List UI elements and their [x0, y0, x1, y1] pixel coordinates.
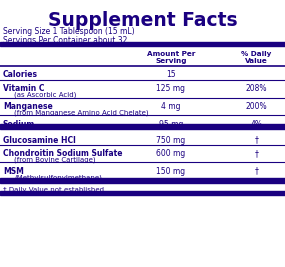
Text: 208%: 208%	[246, 84, 267, 93]
Text: (from Manganese Amino Acid Chelate): (from Manganese Amino Acid Chelate)	[14, 109, 149, 116]
Text: Glucosamine HCl: Glucosamine HCl	[3, 136, 76, 145]
Text: 95 mg: 95 mg	[159, 120, 183, 129]
Text: Chondroitin Sodium Sulfate: Chondroitin Sodium Sulfate	[3, 149, 122, 158]
Text: 600 mg: 600 mg	[156, 149, 186, 158]
Text: 15: 15	[166, 70, 176, 80]
Text: 150 mg: 150 mg	[156, 167, 186, 176]
Text: † Daily Value not established.: † Daily Value not established.	[3, 187, 106, 193]
Text: Calories: Calories	[3, 70, 38, 80]
Text: Vitamin C: Vitamin C	[3, 84, 44, 93]
Text: 4 mg: 4 mg	[161, 102, 181, 111]
Text: % Daily
Value: % Daily Value	[241, 51, 272, 64]
Text: †: †	[255, 136, 258, 145]
Text: 4%: 4%	[251, 120, 262, 129]
Text: 750 mg: 750 mg	[156, 136, 186, 145]
Text: 200%: 200%	[246, 102, 267, 111]
Text: (Methylsulfonylmethane): (Methylsulfonylmethane)	[14, 174, 102, 180]
Bar	[0, 191, 285, 195]
Text: (from Bovine Cartilage): (from Bovine Cartilage)	[14, 156, 96, 163]
Text: 125 mg: 125 mg	[156, 84, 186, 93]
Text: MSM: MSM	[3, 167, 24, 176]
Text: Servings Per Container about 32: Servings Per Container about 32	[3, 36, 127, 45]
Text: Sodium: Sodium	[3, 120, 35, 129]
Text: (as Ascorbic Acid): (as Ascorbic Acid)	[14, 92, 77, 98]
Text: Amount Per
Serving: Amount Per Serving	[147, 51, 195, 64]
Text: †: †	[255, 149, 258, 158]
Text: Manganese: Manganese	[3, 102, 53, 111]
Text: Supplement Facts: Supplement Facts	[48, 11, 237, 30]
Text: Serving Size 1 Tablespoon (15 mL): Serving Size 1 Tablespoon (15 mL)	[3, 27, 135, 36]
Bar	[0, 124, 285, 129]
Bar	[0, 178, 285, 183]
Bar	[0, 42, 285, 46]
Text: †: †	[255, 167, 258, 176]
